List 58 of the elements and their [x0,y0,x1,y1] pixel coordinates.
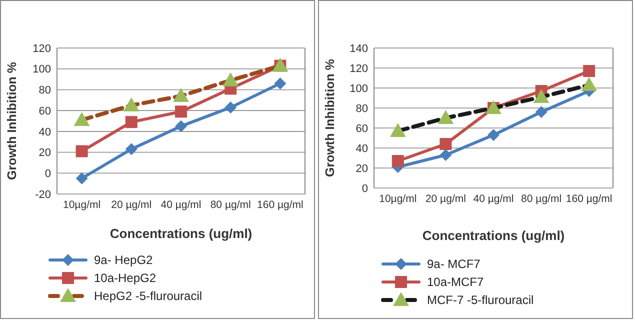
x-tick-label: 40 µg/ml [473,193,514,205]
legend-label: MCF-7 -5-flurouracil [427,293,534,308]
legend-label: 9a- HepG2 [94,253,154,268]
y-axis-title: Growth Inhibition % [323,58,337,178]
point [392,155,404,167]
y-tick-label: 20 [356,162,368,175]
y-tick-label: 80 [356,102,368,115]
y-tick-label: 80 [38,84,51,97]
x-tick-label: 80 µg/ml [521,193,562,205]
point [583,65,596,77]
x-tick-label: 160 µg/ml [257,199,304,211]
x-tick-label: 20 µg/ml [425,193,466,205]
y-tick-label: 60 [356,122,368,135]
x-tick-label: 10µg/ml [379,193,417,205]
x-tick-label: 40 µg/ml [160,199,202,211]
y-tick-label: 100 [350,82,368,95]
x-axis-title: Concentrations (ug/ml) [110,226,252,241]
point [438,110,454,124]
point [175,120,187,132]
point [440,138,452,150]
point [76,145,88,158]
point [581,77,598,91]
point [274,77,286,90]
point [440,149,452,161]
y-tick-label: 60 [38,105,51,118]
legend-label: HepG2 -5-flurouracil [94,289,202,304]
y-tick-label: -20 [35,188,51,201]
point [222,72,239,86]
point [535,106,548,118]
x-tick-label: 160 µg/ml [566,193,612,205]
point [125,143,138,156]
legend-label: 10a-HepG2 [94,271,156,286]
point [224,101,237,114]
point [488,129,500,141]
y-tick-label: 0 [362,182,368,195]
point [175,106,187,118]
y-tick-label: 20 [38,147,51,160]
point [533,89,550,103]
x-tick-label: 20 µg/ml [111,199,152,211]
y-axis-title: Growth Inhibition % [5,62,19,180]
legend-label: 10a-MCF7 [427,275,484,290]
y-tick-label: 0 [44,168,51,180]
y-tick-label: 120 [32,42,51,55]
legend-label: 9a- MCF7 [427,257,481,272]
point [173,88,189,102]
y-tick-label: 100 [32,64,51,76]
x-tick-label: 10µg/ml [63,199,101,211]
point [76,172,88,184]
point [123,97,140,112]
y-tick-label: 120 [350,62,368,75]
point [125,116,138,128]
x-axis-title: Concentrations (ug/ml) [422,228,565,243]
x-tick-label: 80 µg/ml [210,199,251,211]
point [74,112,90,126]
point [390,123,406,137]
y-tick-label: 40 [38,126,51,138]
y-tick-label: 40 [356,142,368,155]
y-tick-label: 140 [350,42,368,55]
